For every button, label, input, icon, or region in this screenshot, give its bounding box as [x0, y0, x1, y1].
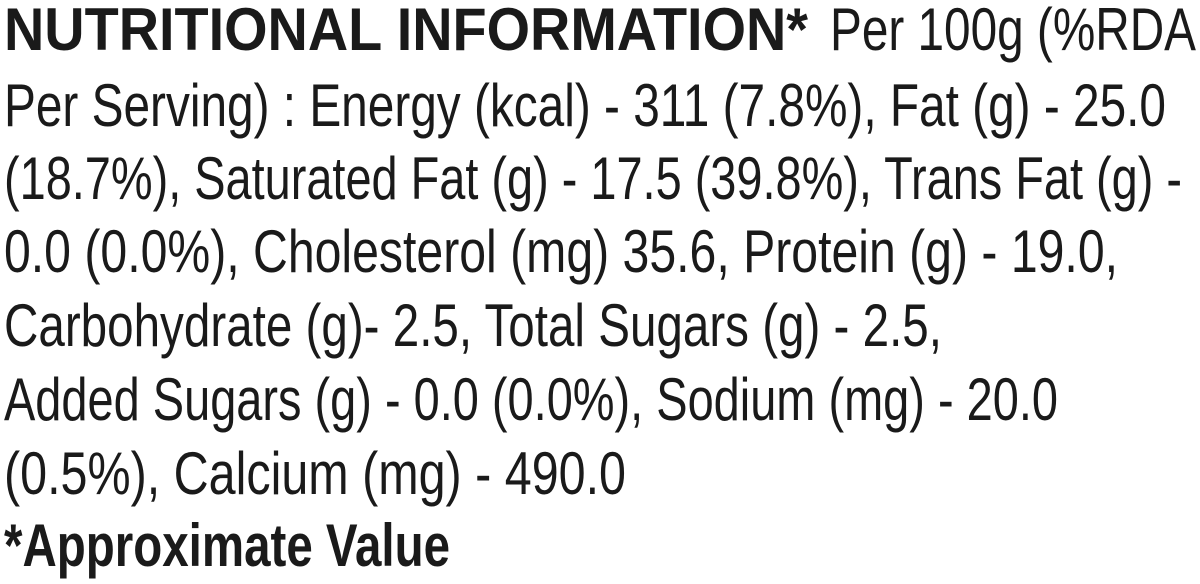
- heading: NUTRITIONAL INFORMATION*: [4, 0, 809, 63]
- text-line: (18.7%), Saturated Fat (g) - 17.5 (39.8%…: [4, 145, 1182, 212]
- footnote: *Approximate Value: [4, 512, 450, 579]
- text-line: Added Sugars (g) - 0.0 (0.0%), Sodium (m…: [4, 366, 1058, 433]
- text-line: Per 100g (%RDA: [830, 0, 1196, 63]
- text-line: (0.5%), Calcium (mg) - 490.0: [4, 440, 626, 507]
- text-line: 0.0 (0.0%), Cholesterol (mg) 35.6, Prote…: [4, 218, 1118, 285]
- text-line: Carbohydrate (g)- 2.5, Total Sugars (g) …: [4, 292, 942, 359]
- text-line: Per Serving) : Energy (kcal) - 311 (7.8%…: [4, 72, 1166, 139]
